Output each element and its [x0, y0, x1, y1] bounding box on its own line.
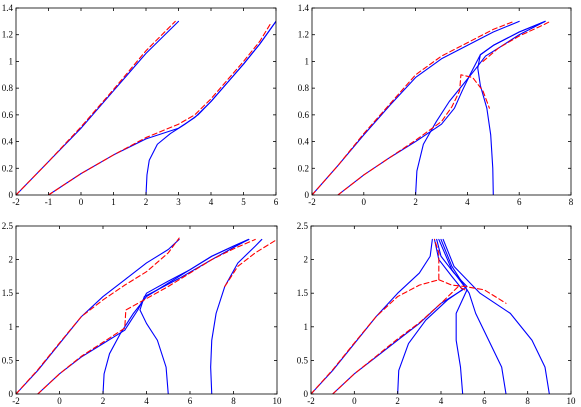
bottom-left-series-6-dashed-red	[37, 238, 256, 394]
top-left-y-tick-label: 0	[9, 190, 14, 200]
bottom-right-series-6-dashed-red	[311, 238, 440, 394]
bottom-right-y-tick-label: 2	[304, 255, 309, 265]
bottom-right-x-tick-label: -2	[307, 396, 315, 406]
top-right-y-tick-label: 0.4	[298, 137, 310, 147]
top-right-x-tick-label: 6	[517, 197, 522, 207]
bottom-left-series-0-solid-blue	[16, 238, 180, 394]
top-right-y-tick-label: 1.4	[298, 3, 310, 13]
bottom-right-series-7-dashed-red	[332, 285, 466, 394]
top-right-series-5-dashed-red	[337, 74, 490, 195]
top-left-series-2-solid-blue	[145, 20, 276, 195]
top-left-x-tick-label: -1	[45, 197, 53, 207]
bottom-right-y-tick-label: 0.5	[297, 355, 309, 365]
top-left-y-tick-label: 1	[9, 56, 14, 66]
top-right-series-3-solid-blue	[477, 20, 546, 195]
top-left-series-group	[16, 20, 276, 195]
top-right-series-group	[312, 20, 551, 195]
bottom-left-y-tick-label: 2	[9, 255, 14, 265]
bottom-left-x-tick-label: 10	[273, 396, 283, 406]
bottom-right-y-tick-label: 1	[304, 322, 309, 332]
top-left-y-tick-label: 0.2	[2, 163, 13, 173]
bottom-left-y-tick-label: 1	[9, 322, 14, 332]
bottom-left-x-tick-label: 0	[57, 396, 62, 406]
chart-panel-top-right: -2 0 2 4 6 800.20.40.60.811.21.4	[298, 3, 574, 207]
bottom-left-axes-frame	[15, 225, 278, 395]
chart-panel-top-left: -2 -1 0 1 2 3 4 5 6 0 0.2 0.4 0.6 0.8 1 1.2 1.4	[2, 3, 279, 207]
top-left-y-tick-label: 1.2	[2, 30, 13, 40]
bottom-left-x-tick-label: 4	[144, 396, 149, 406]
bottom-left-y-tick-label: 0.5	[2, 355, 14, 365]
bottom-left-series-2-solid-blue	[102, 238, 250, 394]
bottom-right-series-2-solid-blue	[397, 238, 468, 394]
top-left-axes-frame	[15, 7, 277, 196]
bottom-left-x-tick-label: 8	[231, 396, 236, 406]
bottom-right-series-8-dashed-red	[438, 279, 507, 304]
top-left-y-tick-label: 0.6	[2, 110, 14, 120]
bottom-right-axes-frame	[310, 225, 572, 395]
top-right-x-tick-label: 4	[465, 197, 470, 207]
bottom-left-series-4-solid-blue	[210, 238, 263, 394]
top-left-series-4-dashed-red	[47, 22, 272, 195]
bottom-right-x-tick-label: 8	[525, 396, 530, 406]
top-left-y-tick-label: 0.8	[2, 83, 14, 93]
top-right-series-6-dashed-red	[482, 20, 551, 62]
bottom-right-series-0-solid-blue	[311, 238, 433, 394]
top-right-x-tick-label: 0	[362, 197, 367, 207]
bottom-right-series-5-solid-blue	[442, 238, 550, 394]
bottom-right-series-4-solid-blue	[440, 238, 507, 394]
top-left-series-3-dashed-red	[16, 20, 176, 195]
bottom-right-series-group	[311, 238, 550, 394]
bottom-right-x-tick-label: 0	[352, 396, 357, 406]
bottom-left-x-tick-label: -2	[12, 396, 20, 406]
top-left-x-tick-label: 2	[144, 197, 149, 207]
top-left-series-0-solid-blue	[16, 20, 180, 195]
top-left-x-tick-label: 4	[209, 197, 214, 207]
bottom-left-y-tick-label: 1.5	[2, 288, 14, 298]
top-right-x-tick-label: -2	[308, 197, 316, 207]
bottom-left-y-tick-label: 2.5	[2, 221, 14, 231]
top-right-x-tick-label: 2	[413, 197, 418, 207]
bottom-right-x-tick-label: 6	[482, 396, 487, 406]
top-right-series-1-solid-blue	[337, 20, 546, 195]
top-right-y-tick-label: 0.2	[298, 163, 309, 173]
top-right-y-tick-label: 0.8	[298, 83, 310, 93]
top-left-x-tick-label: -2	[12, 197, 20, 207]
top-left-x-tick-label: 5	[241, 197, 246, 207]
top-left-y-tick-label: 1.4	[2, 3, 14, 13]
bottom-left-series-group	[16, 237, 277, 394]
bottom-right-y-tick-label: 2.5	[297, 221, 309, 231]
bottom-left-x-tick-label: 2	[101, 396, 106, 406]
top-right-y-tick-label: 0	[305, 190, 310, 200]
bottom-left-y-tick-label: 0	[9, 389, 14, 399]
top-right-y-tick-label: 0.6	[298, 110, 310, 120]
top-right-series-4-dashed-red	[312, 20, 515, 195]
top-right-y-tick-label: 1	[305, 56, 310, 66]
top-left-series-1-solid-blue	[47, 20, 276, 195]
top-left-y-tick-label: 0.4	[2, 137, 14, 147]
bottom-right-series-3-solid-blue	[438, 238, 468, 394]
top-left-x-tick-label: 0	[79, 197, 84, 207]
top-right-series-2-solid-blue	[415, 20, 546, 195]
top-right-y-tick-label: 1.2	[298, 30, 309, 40]
bottom-right-x-tick-label: 10	[567, 396, 577, 406]
bottom-left-series-7-dashed-red	[224, 238, 277, 288]
top-left-x-tick-label: 6	[274, 197, 279, 207]
top-right-x-tick-label: 8	[569, 197, 574, 207]
bottom-left-x-tick-label: 6	[188, 396, 193, 406]
top-left-x-tick-label: 3	[176, 197, 181, 207]
bottom-right-x-tick-label: 4	[439, 396, 444, 406]
bottom-right-y-tick-label: 0	[304, 389, 309, 399]
top-right-series-0-solid-blue	[312, 20, 520, 195]
top-right-axes-frame	[311, 7, 572, 196]
top-left-x-tick-label: 1	[111, 197, 116, 207]
bottom-right-series-1-solid-blue	[332, 238, 464, 394]
bottom-right-x-tick-label: 2	[395, 396, 400, 406]
bottom-right-y-tick-label: 1.5	[297, 288, 309, 298]
bottom-left-series-5-dashed-red	[16, 237, 180, 394]
